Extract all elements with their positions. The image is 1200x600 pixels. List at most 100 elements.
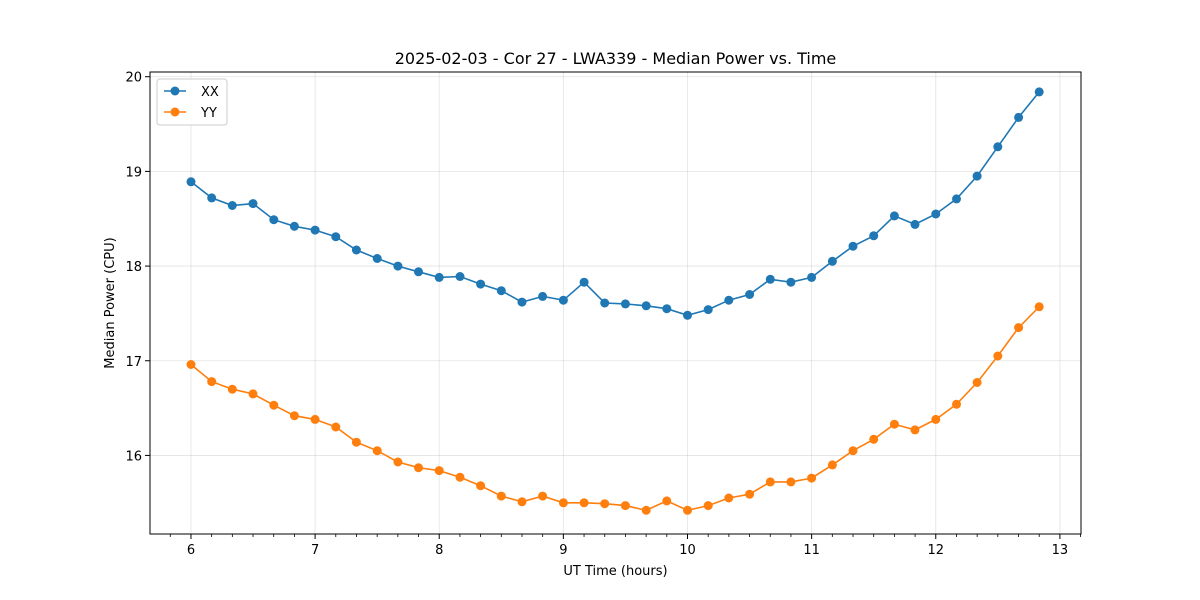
data-point-xx [620,299,630,309]
data-point-xx [786,277,796,287]
data-point-xx [683,310,692,320]
chart-title: 2025-02-03 - Cor 27 - LWA339 - Median Po… [395,49,837,68]
data-point-xx [289,221,299,231]
data-point-xx [662,304,672,314]
x-tick-label-7: 7 [311,543,319,558]
data-point-xx [1014,112,1024,122]
x-tick-label-6: 6 [187,543,195,558]
data-point-yy [889,419,899,429]
data-point-yy [703,501,713,511]
data-point-xx [207,193,217,203]
data-point-yy [579,498,589,508]
data-point-yy [931,414,941,424]
data-point-xx [414,267,423,277]
data-point-yy [848,446,858,456]
data-point-xx [807,272,817,282]
data-point-xx [393,261,403,271]
data-point-xx [765,274,775,284]
data-point-xx [310,225,320,235]
data-point-yy [683,505,692,515]
x-tick-label-11: 11 [803,543,820,558]
data-point-yy [434,466,444,476]
data-point-yy [641,505,651,515]
data-point-yy [269,400,279,410]
data-point-xx [517,297,527,307]
data-point-xx [724,295,734,305]
data-point-xx [600,298,610,308]
data-point-xx [703,305,713,315]
data-point-xx [476,279,486,289]
series-layer [186,87,1044,515]
data-point-yy [476,481,486,491]
data-point-xx [434,272,444,282]
data-point-xx [331,232,341,242]
data-point-yy [372,446,382,456]
data-point-yy [869,434,879,444]
data-point-yy [310,414,320,424]
y-tick-label-18: 18 [125,260,142,275]
grid [150,72,1081,534]
data-point-yy [538,491,548,501]
data-point-yy [662,496,672,506]
data-point-xx [455,272,465,281]
data-point-yy [186,360,196,369]
x-tick-label-12: 12 [927,543,944,558]
data-point-xx [869,231,879,241]
data-point-xx [952,194,961,204]
plot-frame [149,71,1082,535]
data-point-xx [496,286,506,296]
data-point-xx [186,177,196,187]
y-axis-label: Median Power (CPU) [103,237,118,368]
x-tick-label-9: 9 [559,543,567,558]
data-point-yy [393,457,403,467]
data-point-yy [786,477,796,487]
x-tick-label-8: 8 [435,543,443,558]
y-tick-label-20: 20 [125,71,142,86]
data-point-xx [848,241,858,251]
data-point-yy [248,389,258,399]
data-point-xx [993,142,1003,152]
data-point-yy [517,497,527,507]
data-point-yy [227,384,237,394]
x-axis-label: UT Time (hours) [563,564,667,579]
data-point-xx [558,295,568,305]
data-point-yy [331,422,341,432]
data-point-xx [641,301,651,311]
data-point-yy [558,498,568,508]
data-point-yy [207,377,217,387]
series-line-yy [190,306,1040,512]
data-point-xx [372,254,382,263]
legend-marker-xx [170,86,180,96]
data-point-xx [1034,87,1044,97]
data-point-yy [910,425,920,435]
axes: 6 7 8 9 10 11 12 13 16 17 18 19 20 [125,71,1082,558]
data-point-xx [538,291,548,301]
data-point-yy [600,499,610,509]
data-point-xx [889,211,899,221]
data-point-yy [620,501,630,511]
data-point-yy [765,477,775,487]
legend-label-yy: YY [200,106,217,121]
data-point-yy [414,463,423,473]
data-point-xx [351,245,361,255]
data-point-yy [993,351,1003,361]
x-tick-label-13: 13 [1052,543,1069,558]
data-point-xx [910,219,920,229]
data-point-yy [972,378,982,387]
data-point-yy [724,493,734,503]
data-point-yy [289,411,299,421]
series-line-xx [190,91,1040,317]
data-point-xx [827,256,837,266]
data-point-yy [745,489,755,499]
data-point-xx [269,215,279,225]
data-point-xx [972,171,982,181]
data-point-yy [952,399,961,409]
data-point-xx [745,290,755,299]
data-point-yy [827,460,837,470]
data-point-xx [931,209,941,219]
data-point-xx [579,277,589,287]
data-point-yy [455,472,465,482]
data-point-yy [351,437,361,447]
legend: XX YY [156,78,228,126]
legend-marker-yy [170,107,180,117]
